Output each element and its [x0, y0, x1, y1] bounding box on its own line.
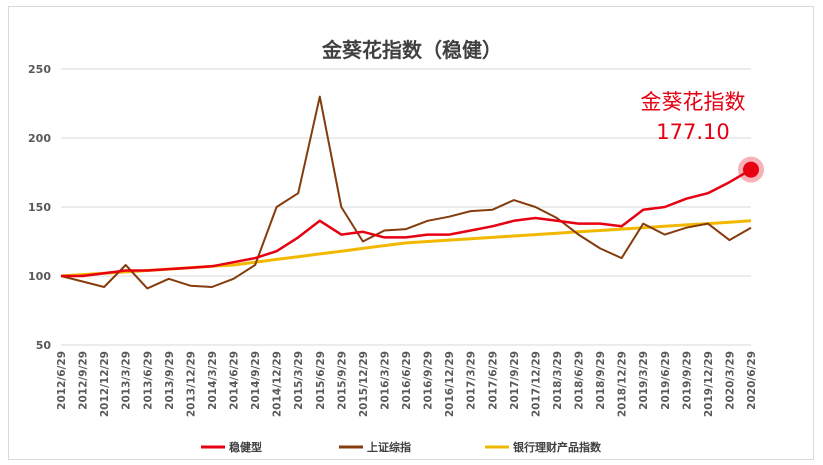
x-tick-label: 2017/6/29	[487, 351, 499, 410]
y-tick-label: 100	[28, 270, 51, 283]
legend-label: 银行理财产品指数	[513, 440, 602, 454]
x-tick-label: 2020/6/29	[746, 351, 758, 410]
x-tick-label: 2015/6/29	[315, 351, 327, 410]
line-chart: 金葵花指数（稳健） 50 100 150 200 250 2012/6/29 2012/9…	[28, 38, 764, 454]
x-tick-label: 2019/6/29	[660, 351, 672, 410]
x-tick-label: 2019/12/29	[703, 351, 715, 417]
x-tick-label: 2013/9/29	[164, 351, 176, 410]
x-tick-label: 2017/12/29	[530, 351, 542, 417]
x-tick-label: 2017/9/29	[509, 351, 521, 410]
x-tick-label: 2018/12/29	[617, 351, 629, 417]
chart-title: 金葵花指数（稳健）	[321, 38, 502, 62]
x-tick-label: 2018/3/29	[552, 351, 564, 410]
x-tick-label: 2019/9/29	[681, 351, 693, 410]
x-tick-label: 2017/3/29	[466, 351, 478, 410]
chart-frame: 金葵花指数（稳健） 50 100 150 200 250 2012/6/29 2012/9…	[8, 6, 814, 460]
x-tick-label: 2013/3/29	[121, 351, 133, 410]
x-tick-label: 2016/3/29	[379, 351, 391, 410]
y-tick-label: 200	[28, 132, 51, 145]
x-tick-label: 2016/6/29	[401, 351, 413, 410]
x-tick-label: 2016/12/29	[444, 351, 456, 417]
x-tick-label: 2014/9/29	[250, 351, 262, 410]
series-line-0	[61, 168, 752, 278]
x-tick-label: 2016/9/29	[423, 351, 435, 410]
x-tick-label: 2015/9/29	[336, 351, 348, 410]
legend-label: 稳健型	[229, 440, 262, 454]
y-tick-label: 150	[28, 201, 51, 214]
annotation-value: 177.10	[656, 120, 729, 144]
x-tick-label: 2020/3/29	[724, 351, 736, 410]
series-line-1	[60, 95, 752, 290]
x-tick-label: 2013/12/29	[185, 351, 197, 417]
x-tick-label: 2014/12/29	[272, 351, 284, 417]
x-tick-label: 2013/6/29	[142, 351, 154, 410]
x-tick-label: 2012/9/29	[78, 351, 90, 410]
y-tick-label: 50	[36, 339, 52, 352]
x-tick-label: 2012/12/29	[99, 351, 111, 417]
x-tick-label: 2014/3/29	[207, 351, 219, 410]
x-tick-label: 2018/6/29	[574, 351, 586, 410]
y-tick-label: 250	[28, 63, 51, 76]
x-tick-label: 2012/6/29	[56, 351, 68, 410]
x-tick-label: 2015/3/29	[293, 351, 305, 410]
x-tick-label: 2015/12/29	[358, 351, 370, 417]
legend-label: 上证综指	[367, 440, 411, 454]
annotation-label: 金葵花指数	[641, 90, 746, 114]
x-tick-label: 2018/9/29	[595, 351, 607, 410]
x-tick-label: 2014/6/29	[229, 351, 241, 410]
end-marker	[743, 161, 759, 178]
x-tick-label: 2019/3/29	[638, 351, 650, 410]
